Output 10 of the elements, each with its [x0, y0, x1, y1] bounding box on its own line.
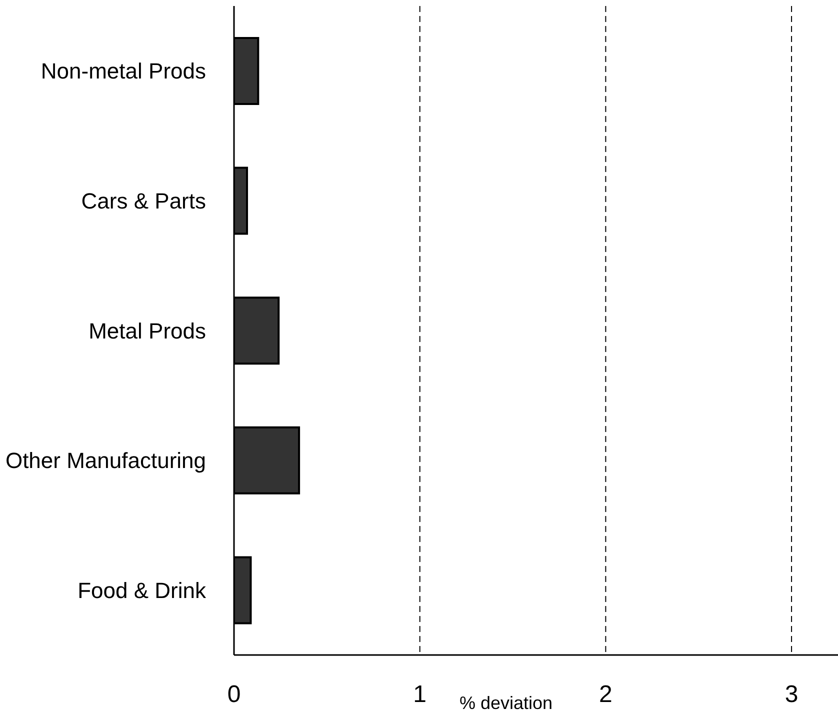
y-tick-label: Metal Prods: [88, 318, 206, 344]
x-tick-label: 3: [784, 681, 798, 708]
x-tick-label: 1: [413, 681, 427, 708]
x-tick-label: 0: [227, 681, 241, 708]
y-tick-label: Food & Drink: [78, 578, 207, 603]
y-tick-label: Other Manufacturing: [5, 448, 206, 474]
y-tick-label: Non-metal Prods: [40, 58, 206, 84]
x-tick-label: 2: [599, 681, 612, 708]
x-axis-title: % deviation: [459, 693, 553, 711]
y-tick-label: Cars & Parts: [81, 188, 206, 214]
